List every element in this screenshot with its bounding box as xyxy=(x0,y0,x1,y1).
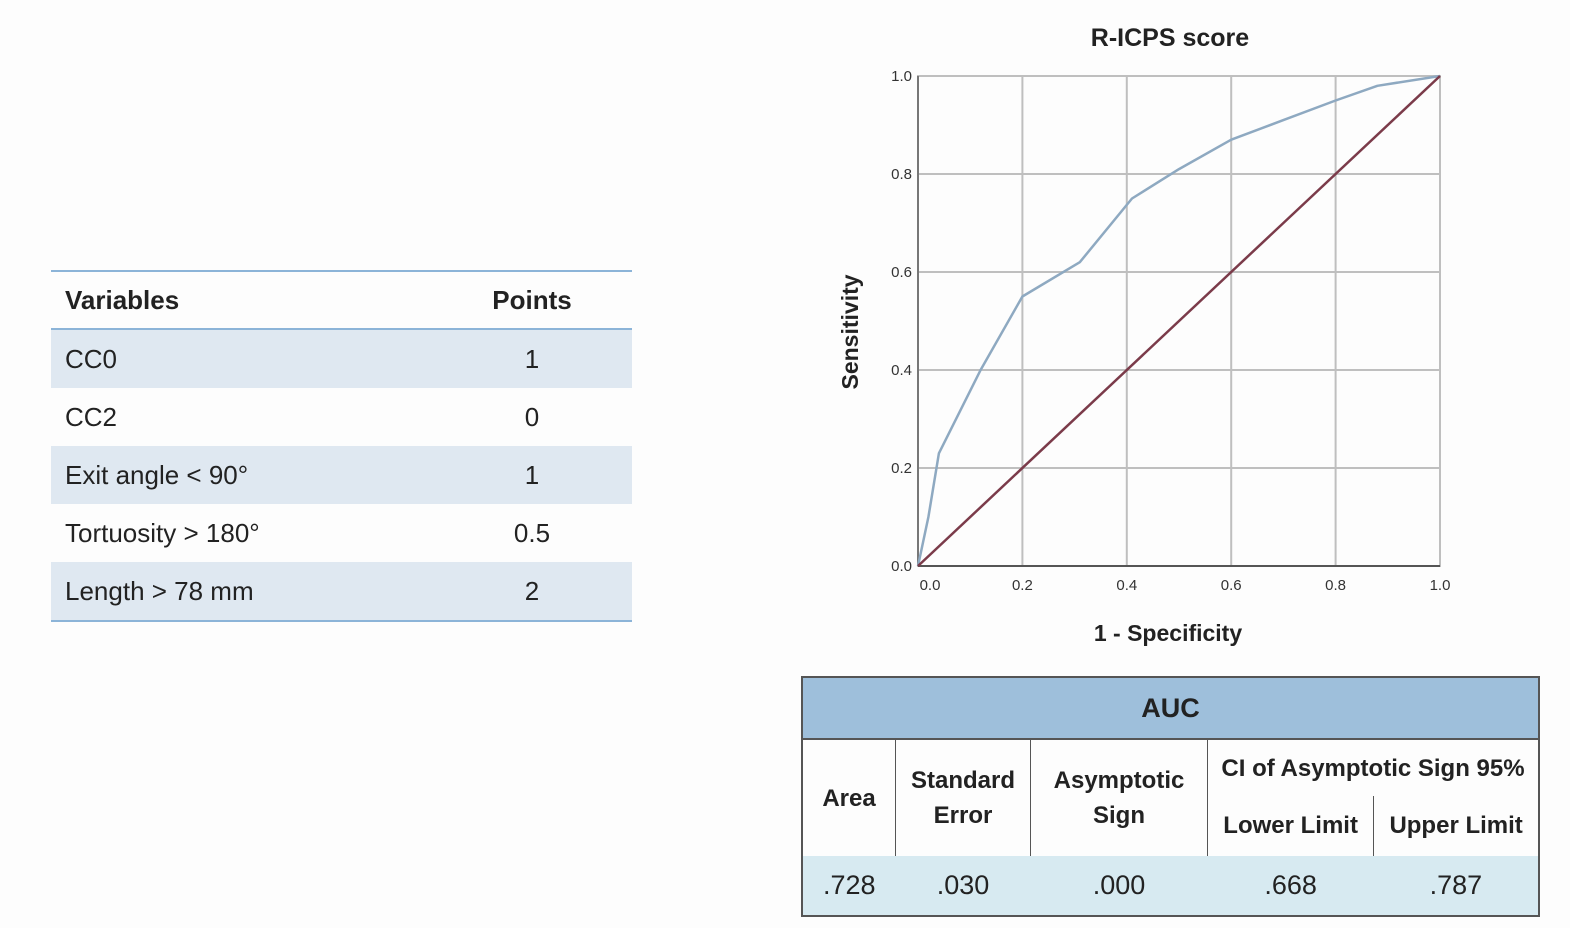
points-cell: 1 xyxy=(432,329,632,388)
x-tick-label: 0.6 xyxy=(1221,577,1242,594)
std-error-value: .030 xyxy=(895,856,1031,916)
points-header: Points xyxy=(432,271,632,330)
y-axis-label: Sensitivity xyxy=(837,274,863,389)
reference-diagonal-line xyxy=(917,75,1441,567)
lower-limit-value: .668 xyxy=(1207,856,1374,916)
area-header: Area xyxy=(802,739,896,856)
upper-limit-value: .787 xyxy=(1373,856,1539,916)
points-cell: 0 xyxy=(524,401,540,432)
std-error-header: Standard Error xyxy=(895,739,1031,856)
variable-cell: CC2 xyxy=(65,401,118,432)
variables-header: Variables xyxy=(51,271,432,330)
auc-header-row: Area Standard Error Asymptotic Sign CI o… xyxy=(802,739,1539,856)
table-row: Exit angle < 90° 1 xyxy=(51,446,632,504)
auc-subheader-row: Lower Limit Upper Limit xyxy=(802,796,1539,856)
auc-table: AUC Area Standard Error Asymptotic Sign … xyxy=(801,676,1540,917)
y-tick-label: 0.2 xyxy=(891,460,912,477)
roc-curve-line xyxy=(916,74,1441,567)
chart-title: R-ICPS score xyxy=(1091,24,1249,52)
y-tick-label: 0.8 xyxy=(891,166,912,183)
x-tick-label: 0.2 xyxy=(1012,577,1033,594)
variable-cell: Exit angle < 90° xyxy=(51,446,432,504)
grid xyxy=(917,75,1441,567)
asym-sign-header: Asymptotic Sign xyxy=(1030,739,1208,856)
y-tick-label: 1.0 xyxy=(891,68,912,85)
y-tick-label: 0.4 xyxy=(891,362,912,379)
axis-ticks: 0.0 0.2 0.4 0.6 0.8 1.0 0.0 0.2 0.4 0.6 0.8 1.0 xyxy=(891,68,1450,594)
table-row: Tortuosity > 180° 0.5 xyxy=(51,504,632,562)
x-tick-label: 0.0 xyxy=(920,577,941,594)
x-tick-label: 1.0 xyxy=(1430,577,1451,594)
x-axis-label: 1 - Specificity xyxy=(1094,620,1242,646)
std-error-header-line2: Error xyxy=(933,802,993,829)
lower-limit-header: Lower Limit xyxy=(1206,796,1374,856)
points-cell: 1 xyxy=(432,446,632,504)
area-header-label: Area xyxy=(822,784,876,812)
points-cell: 0.5 xyxy=(513,517,551,548)
area-value: .728 xyxy=(802,856,896,916)
x-tick-label: 0.4 xyxy=(1116,577,1137,594)
y-tick-label: 0.6 xyxy=(891,264,912,281)
series-lines xyxy=(916,74,1441,567)
table-row: CC2 0 xyxy=(51,388,632,446)
asym-sign-header-line1: Asymptotic xyxy=(1053,767,1185,794)
variable-cell: Length > 78 mm xyxy=(51,562,432,621)
variable-cell: Tortuosity > 180° xyxy=(65,517,260,548)
points-table: Variables Points CC0 1 CC2 0 Exit angle … xyxy=(51,270,632,622)
auc-values-row: .728 .030 .000 .668 .787 xyxy=(802,856,1539,916)
auc-caption-row: AUC xyxy=(802,677,1539,740)
asym-sign-header-line2: Sign xyxy=(1093,802,1145,829)
auc-caption: AUC xyxy=(802,677,1539,740)
points-cell: 2 xyxy=(432,562,632,621)
roc-chart: R-ICPS score 0.0 0.2 0.4 0.6 0.8 1.0 0.0 0.2 0.4… xyxy=(837,24,1450,646)
points-table-header-row: Variables Points xyxy=(51,271,632,330)
std-error-header-line1: Standard xyxy=(910,767,1015,794)
table-row: CC0 1 xyxy=(51,329,632,388)
y-tick-label: 0.0 xyxy=(891,558,912,575)
ci-header: CI of Asymptotic Sign 95% xyxy=(1207,739,1539,796)
x-tick-label: 0.8 xyxy=(1325,577,1346,594)
asym-sign-value: .000 xyxy=(1030,856,1208,916)
upper-limit-header: Upper Limit xyxy=(1373,796,1539,856)
table-row: Length > 78 mm 2 xyxy=(51,562,632,621)
variable-cell: CC0 xyxy=(51,329,432,388)
